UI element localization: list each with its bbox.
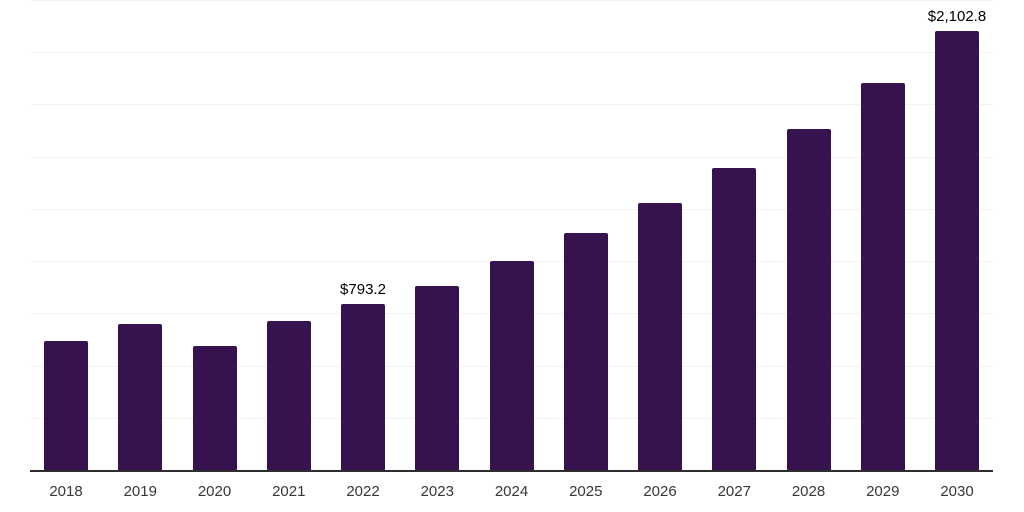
bar-column-2023 [415,0,460,470]
x-axis-line [30,470,993,472]
bar-column-2020 [192,0,237,470]
bar-2020 [192,345,237,470]
bar-column-2019 [118,0,163,470]
bar-column-2025 [563,0,608,470]
bar-column-2029 [860,0,905,470]
gridline [30,52,993,54]
x-tick-label-2019: 2019 [123,483,157,500]
value-label-2030: $2,102.8 [927,7,987,25]
x-tick-label-2024: 2024 [494,483,529,500]
x-tick-label-2029: 2029 [866,483,900,500]
plot-area: $793.2 $2,102.8 [30,0,993,470]
bar-column-2027 [712,0,757,470]
bar-2024 [489,260,534,470]
x-tick-label-2028: 2028 [791,483,826,500]
x-tick-label-2022: 2022 [346,483,380,500]
value-label-2022: $793.2 [340,281,386,299]
x-tick-label-2026: 2026 [643,483,677,500]
x-tick-label-2021: 2021 [272,483,306,500]
bar-2021 [266,320,311,470]
x-tick-label-2018: 2018 [49,483,83,500]
x-axis-labels: 2018 2019 2020 2021 2022 2023 2024 2025 2026 2027… [30,483,993,501]
bar-column-2028 [786,0,831,470]
gridline [30,0,993,1]
bar-column-2022: $793.2 [340,0,386,470]
bar-2018 [44,341,88,470]
bar-column-2026 [638,0,682,470]
bar-column-2018 [44,0,88,470]
x-tick-label-2025: 2025 [569,483,603,500]
gridline [30,208,993,210]
bar-2029 [860,82,905,470]
bar-group: $793.2 $2,102.8 [30,0,993,470]
bar-2028 [786,128,831,470]
bar-2026 [638,202,682,470]
bar-2023 [415,285,460,470]
bar-2027 [712,168,757,470]
gridline [30,104,993,106]
bar-2025 [563,233,608,470]
bar-column-2021 [266,0,311,470]
bar-column-2024 [489,0,534,470]
x-tick-label-2020: 2020 [197,483,232,500]
x-tick-label-2030: 2030 [940,483,974,500]
bar-2019 [118,323,163,470]
x-tick-label-2027: 2027 [717,483,751,500]
bar-column-2030: $2,102.8 [928,0,986,470]
bar-2030 [935,30,979,470]
bar-2022 [341,304,385,470]
gridline [30,156,993,158]
x-tick-label-2023: 2023 [420,483,454,500]
